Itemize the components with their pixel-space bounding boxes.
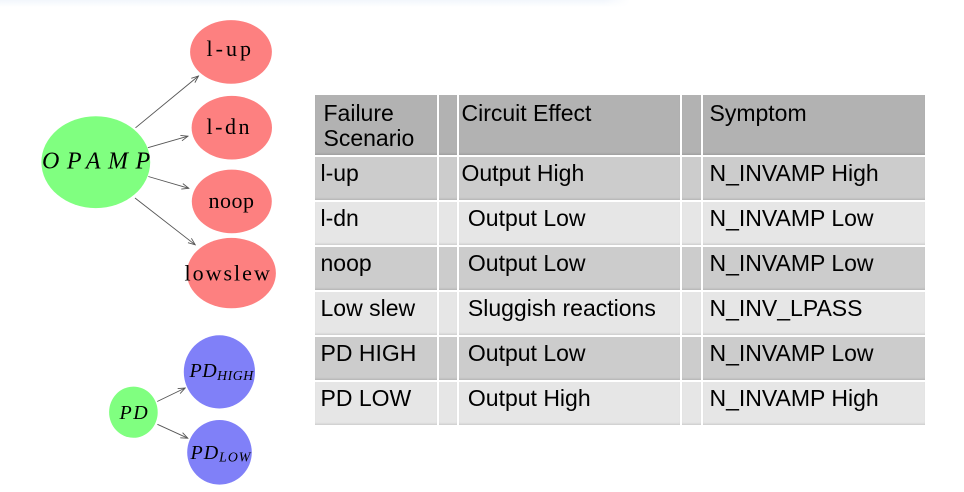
svg-text:noop: noop [209, 188, 255, 213]
svg-text:lowslew: lowslew [185, 261, 272, 286]
svg-text:OPAMP: OPAMP [42, 149, 158, 175]
svg-text:PD: PD [119, 402, 150, 424]
svg-text:l-dn: l-dn [207, 114, 252, 139]
svg-text:l-up: l-up [207, 36, 254, 61]
